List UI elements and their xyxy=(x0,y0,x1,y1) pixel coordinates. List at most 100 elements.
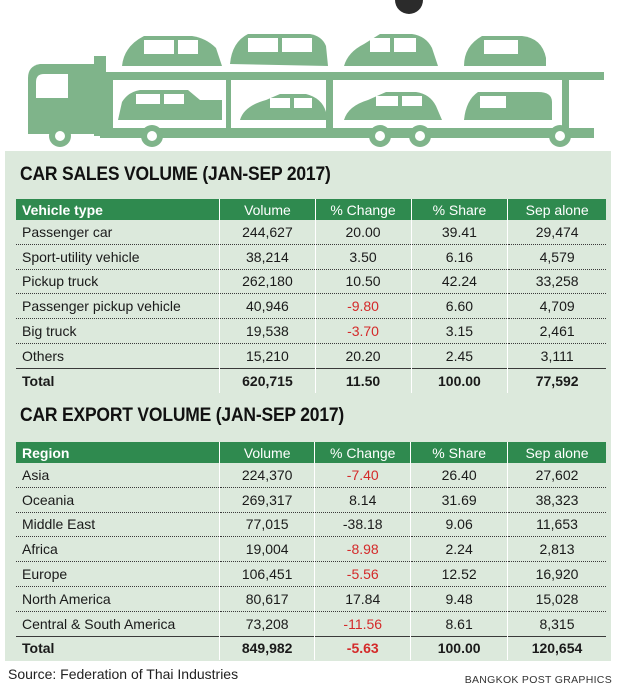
sep-alone-cell: 3,111 xyxy=(507,343,606,369)
sales-header-row: Vehicle type Volume % Change % Share Sep… xyxy=(16,199,606,220)
row-label-cell: Pickup truck xyxy=(16,269,220,295)
total-row: Total 620,715 11.50 100.00 77,592 xyxy=(16,367,606,393)
share-cell: 9.48 xyxy=(410,586,508,612)
change-cell: 8.14 xyxy=(314,487,411,513)
change-cell: -8.98 xyxy=(314,536,411,563)
change-cell: 20.20 xyxy=(314,343,412,369)
total-row: Total 849,982 -5.63 100.00 120,654 xyxy=(16,635,606,661)
change-cell: -5.63 xyxy=(314,635,411,661)
change-cell: -38.18 xyxy=(314,512,411,538)
row-label-cell: Africa xyxy=(16,536,220,563)
exports-header-row: Region Volume % Change % Share Sep alone xyxy=(16,442,606,463)
sales-header-cell: % Change xyxy=(314,199,412,220)
row-label-cell: Middle East xyxy=(16,512,220,538)
change-cell: 3.50 xyxy=(314,244,412,270)
volume-cell: 38,214 xyxy=(219,244,315,270)
exports-header-cell: % Share xyxy=(410,442,508,463)
sep-alone-cell: 4,709 xyxy=(507,293,606,320)
sep-alone-cell: 8,315 xyxy=(507,611,606,637)
sep-alone-cell: 29,474 xyxy=(507,220,606,245)
sep-alone-cell: 77,592 xyxy=(507,367,606,393)
change-cell: 17.84 xyxy=(314,586,411,612)
sep-alone-cell: 2,813 xyxy=(507,536,606,563)
table-row: Africa 19,004 -8.98 2.24 2,813 xyxy=(16,536,606,563)
volume-cell: 15,210 xyxy=(219,343,315,369)
exports-header-cell: % Change xyxy=(314,442,411,463)
source-note: Source: Federation of Thai Industries xyxy=(8,666,239,682)
sales-header-cell: Vehicle type xyxy=(16,199,220,220)
table-row: Passenger car 244,627 20.00 39.41 29,474 xyxy=(16,220,606,245)
volume-cell: 40,946 xyxy=(219,293,315,320)
change-cell: -7.40 xyxy=(314,463,411,488)
table-row: Europe 106,451 -5.56 12.52 16,920 xyxy=(16,561,606,587)
share-cell: 6.16 xyxy=(410,244,508,270)
table-row: North America 80,617 17.84 9.48 15,028 xyxy=(16,586,606,612)
sep-alone-cell: 27,602 xyxy=(507,463,606,488)
exports-table-title: CAR EXPORT VOLUME (JAN-SEP 2017) xyxy=(20,405,345,426)
table-row: Pickup truck 262,180 10.50 42.24 33,258 xyxy=(16,269,606,295)
sales-header-cell: % Share xyxy=(410,199,508,220)
exports-header-cell: Volume xyxy=(219,442,315,463)
change-cell: 11.50 xyxy=(314,367,412,393)
sep-alone-cell: 11,653 xyxy=(507,512,606,538)
volume-cell: 849,982 xyxy=(219,635,315,661)
volume-cell: 224,370 xyxy=(219,463,315,488)
row-label-cell: Total xyxy=(16,635,220,661)
exports-header-cell: Region xyxy=(16,442,220,463)
sep-alone-cell: 33,258 xyxy=(507,269,606,295)
volume-cell: 73,208 xyxy=(219,611,315,637)
share-cell: 26.40 xyxy=(410,463,508,488)
table-row: Others 15,210 20.20 2.45 3,111 xyxy=(16,343,606,369)
table-row: Big truck 19,538 -3.70 3.15 2,461 xyxy=(16,318,606,344)
exports-header-cell: Sep alone xyxy=(507,442,606,463)
row-label-cell: Central & South America xyxy=(16,611,220,637)
table-row: Oceania 269,317 8.14 31.69 38,323 xyxy=(16,487,606,513)
sep-alone-cell: 38,323 xyxy=(507,487,606,513)
change-cell: 20.00 xyxy=(314,220,412,245)
share-cell: 9.06 xyxy=(410,512,508,538)
share-cell: 31.69 xyxy=(410,487,508,513)
car-carrier-truck-icon xyxy=(28,0,604,147)
volume-cell: 19,004 xyxy=(219,536,315,563)
change-cell: -9.80 xyxy=(314,293,412,320)
row-label-cell: Oceania xyxy=(16,487,220,513)
row-label-cell: Big truck xyxy=(16,318,220,344)
volume-cell: 262,180 xyxy=(219,269,315,295)
row-label-cell: Passenger pickup vehicle xyxy=(16,293,220,320)
table-row: Middle East 77,015 -38.18 9.06 11,653 xyxy=(16,512,606,538)
table-row: Passenger pickup vehicle 40,946 -9.80 6.60 4… xyxy=(16,293,606,320)
sales-header-cell: Sep alone xyxy=(507,199,606,220)
volume-cell: 19,538 xyxy=(219,318,315,344)
row-label-cell: Sport-utility vehicle xyxy=(16,244,220,270)
volume-cell: 620,715 xyxy=(219,367,315,393)
row-label-cell: Asia xyxy=(16,463,220,488)
exports-table: Region Volume % Change % Share Sep alone… xyxy=(16,442,606,661)
table-row: Sport-utility vehicle 38,214 3.50 6.16 4,579 xyxy=(16,244,606,270)
row-label-cell: Others xyxy=(16,343,220,369)
sales-header-cell: Volume xyxy=(219,199,315,220)
row-label-cell: Total xyxy=(16,367,220,393)
sep-alone-cell: 120,654 xyxy=(507,635,606,661)
sep-alone-cell: 16,920 xyxy=(507,561,606,587)
share-cell: 6.60 xyxy=(410,293,508,320)
table-row: Central & South America 73,208 -11.56 8.61 8… xyxy=(16,611,606,637)
change-cell: -11.56 xyxy=(314,611,411,637)
change-cell: -3.70 xyxy=(314,318,412,344)
volume-cell: 244,627 xyxy=(219,220,315,245)
volume-cell: 269,317 xyxy=(219,487,315,513)
row-label-cell: North America xyxy=(16,586,220,612)
sep-alone-cell: 4,579 xyxy=(507,244,606,270)
graphics-credit: BANGKOK POST GRAPHICS xyxy=(464,674,612,686)
volume-cell: 106,451 xyxy=(219,561,315,587)
sep-alone-cell: 15,028 xyxy=(507,586,606,612)
share-cell: 100.00 xyxy=(410,635,508,661)
change-cell: -5.56 xyxy=(314,561,411,587)
sales-table: Vehicle type Volume % Change % Share Sep… xyxy=(16,199,606,393)
volume-cell: 77,015 xyxy=(219,512,315,538)
share-cell: 39.41 xyxy=(410,220,508,245)
share-cell: 42.24 xyxy=(410,269,508,295)
share-cell: 100.00 xyxy=(410,367,508,393)
sales-table-title: CAR SALES VOLUME (JAN-SEP 2017) xyxy=(20,164,331,185)
share-cell: 3.15 xyxy=(410,318,508,344)
row-label-cell: Passenger car xyxy=(16,220,220,245)
